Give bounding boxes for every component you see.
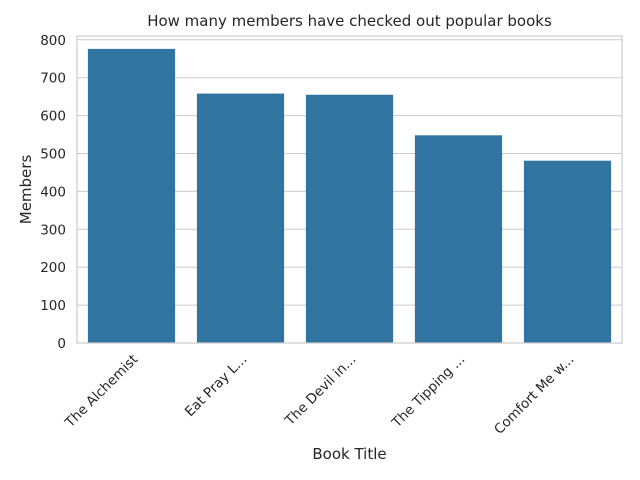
y-tick-label: 700 [40, 71, 66, 87]
y-tick-label: 400 [40, 184, 66, 200]
plot-frame [76, 35, 623, 344]
chart-title: How many members have checked out popula… [147, 12, 552, 30]
y-tick-label: 600 [40, 109, 66, 125]
y-tick-label: 100 [40, 298, 66, 314]
y-tick-label: 200 [40, 260, 66, 276]
bar-3 [414, 135, 503, 343]
bar-1 [196, 93, 285, 343]
x-axis-label: Book Title [312, 445, 386, 463]
bar-2 [305, 94, 394, 343]
x-tick-label: The Devil in... [281, 352, 359, 430]
bar-0 [87, 48, 176, 344]
y-tick-label: 500 [40, 146, 66, 162]
bars [87, 48, 612, 344]
y-tick-label: 300 [40, 222, 66, 238]
y-tick-label: 800 [40, 33, 66, 49]
x-tick-label: Eat Pray L... [182, 352, 250, 420]
x-tick-label: The Tipping ... [388, 352, 468, 432]
x-tick-label: The Alchemist [61, 352, 141, 432]
x-tick-label: Comfort Me w... [491, 352, 577, 438]
y-axis-label: Members [17, 155, 35, 225]
bar-4 [523, 160, 612, 343]
x-tick-labels: The Alchemist Eat Pray L... The Devil in..… [61, 352, 577, 438]
y-tick-labels: 0 100 200 300 400 500 600 700 800 [40, 33, 66, 352]
y-tick-label: 0 [57, 336, 66, 352]
